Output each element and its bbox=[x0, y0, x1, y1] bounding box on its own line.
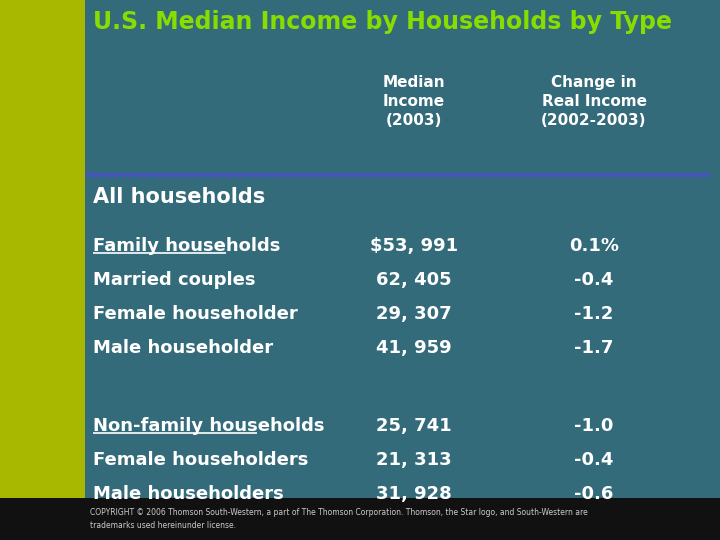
Bar bbox=[0, 0, 85, 540]
Text: Median
Income
(2003): Median Income (2003) bbox=[383, 75, 445, 129]
Text: -1.7: -1.7 bbox=[575, 339, 613, 357]
Bar bbox=[0, 498, 720, 540]
Text: 25, 741: 25, 741 bbox=[376, 417, 452, 435]
Text: 29, 307: 29, 307 bbox=[376, 305, 452, 323]
Text: All households: All households bbox=[93, 187, 265, 207]
Text: Change in
Real Income
(2002-2003): Change in Real Income (2002-2003) bbox=[541, 75, 647, 129]
Text: Female householders: Female householders bbox=[93, 451, 308, 469]
Text: -1.0: -1.0 bbox=[575, 417, 613, 435]
Text: 41, 959: 41, 959 bbox=[376, 339, 452, 357]
Text: Family households: Family households bbox=[93, 237, 280, 255]
Text: Female householder: Female householder bbox=[93, 305, 297, 323]
Text: 62, 405: 62, 405 bbox=[376, 271, 452, 289]
Text: Non-family households: Non-family households bbox=[93, 417, 325, 435]
Text: 0.1%: 0.1% bbox=[569, 237, 619, 255]
Text: -0.4: -0.4 bbox=[575, 451, 613, 469]
Text: Male householder: Male householder bbox=[93, 339, 273, 357]
Text: -0.4: -0.4 bbox=[575, 271, 613, 289]
Text: -1.2: -1.2 bbox=[575, 305, 613, 323]
Text: 31, 928: 31, 928 bbox=[376, 485, 452, 503]
Text: U.S. Median Income by Households by Type: U.S. Median Income by Households by Type bbox=[93, 10, 672, 34]
Text: 21, 313: 21, 313 bbox=[376, 451, 452, 469]
Text: COPYRIGHT © 2006 Thomson South-Western, a part of The Thomson Corporation. Thoms: COPYRIGHT © 2006 Thomson South-Western, … bbox=[90, 508, 588, 530]
Text: Married couples: Married couples bbox=[93, 271, 256, 289]
Text: $53, 991: $53, 991 bbox=[370, 237, 458, 255]
Text: -0.6: -0.6 bbox=[575, 485, 613, 503]
Text: Male householders: Male householders bbox=[93, 485, 284, 503]
